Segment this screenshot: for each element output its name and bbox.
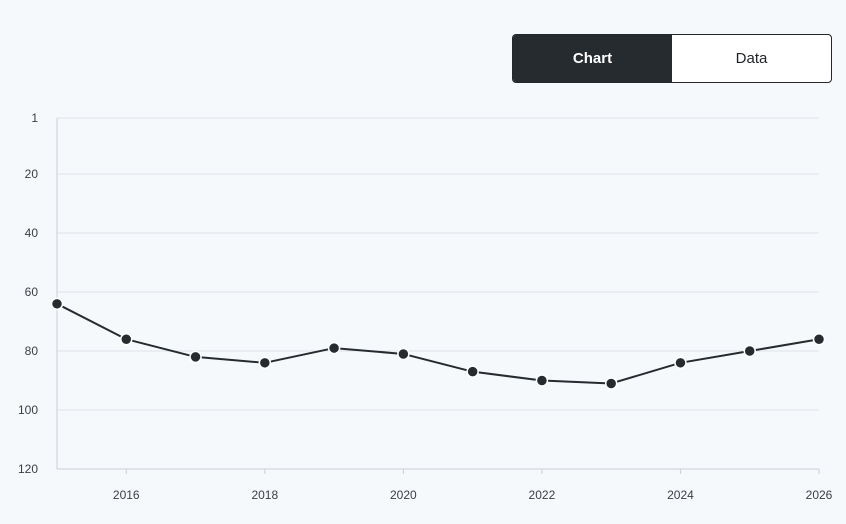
x-tick-label: 2024 — [667, 488, 694, 502]
view-toggle: Chart Data — [512, 34, 832, 83]
y-tick-label: 40 — [25, 226, 39, 240]
y-tick-label: 20 — [25, 167, 39, 181]
data-point[interactable] — [466, 365, 479, 378]
series — [50, 297, 826, 390]
data-point[interactable] — [120, 332, 133, 346]
x-tick-label: 2016 — [113, 488, 140, 502]
data-point[interactable] — [674, 356, 687, 370]
series-line — [56, 302, 820, 385]
y-tick-label: 1 — [31, 111, 38, 125]
grid-lines — [57, 117, 819, 470]
data-point[interactable] — [189, 350, 202, 364]
y-tick-label: 60 — [25, 285, 39, 299]
chart-view-button[interactable]: Chart — [513, 35, 672, 82]
data-point[interactable] — [535, 374, 549, 387]
x-tick-labels: 2016 2018 2020 2022 2024 2026 — [113, 488, 833, 502]
data-point[interactable] — [327, 341, 341, 355]
data-point[interactable] — [50, 297, 64, 311]
y-tick-label: 120 — [18, 462, 38, 476]
data-point[interactable] — [397, 347, 410, 361]
y-tick-label: 100 — [18, 403, 38, 417]
y-tick-label: 80 — [25, 344, 39, 358]
data-view-button[interactable]: Data — [735, 50, 768, 67]
x-tick-label: 2020 — [390, 488, 417, 502]
data-point[interactable] — [743, 344, 756, 358]
x-tick-label: 2026 — [806, 488, 833, 502]
axes — [56, 118, 820, 474]
data-point[interactable] — [604, 377, 618, 390]
data-point[interactable] — [258, 356, 272, 370]
data-point[interactable] — [812, 332, 826, 346]
x-tick-label: 2022 — [529, 488, 556, 502]
x-tick-label: 2018 — [251, 488, 278, 502]
